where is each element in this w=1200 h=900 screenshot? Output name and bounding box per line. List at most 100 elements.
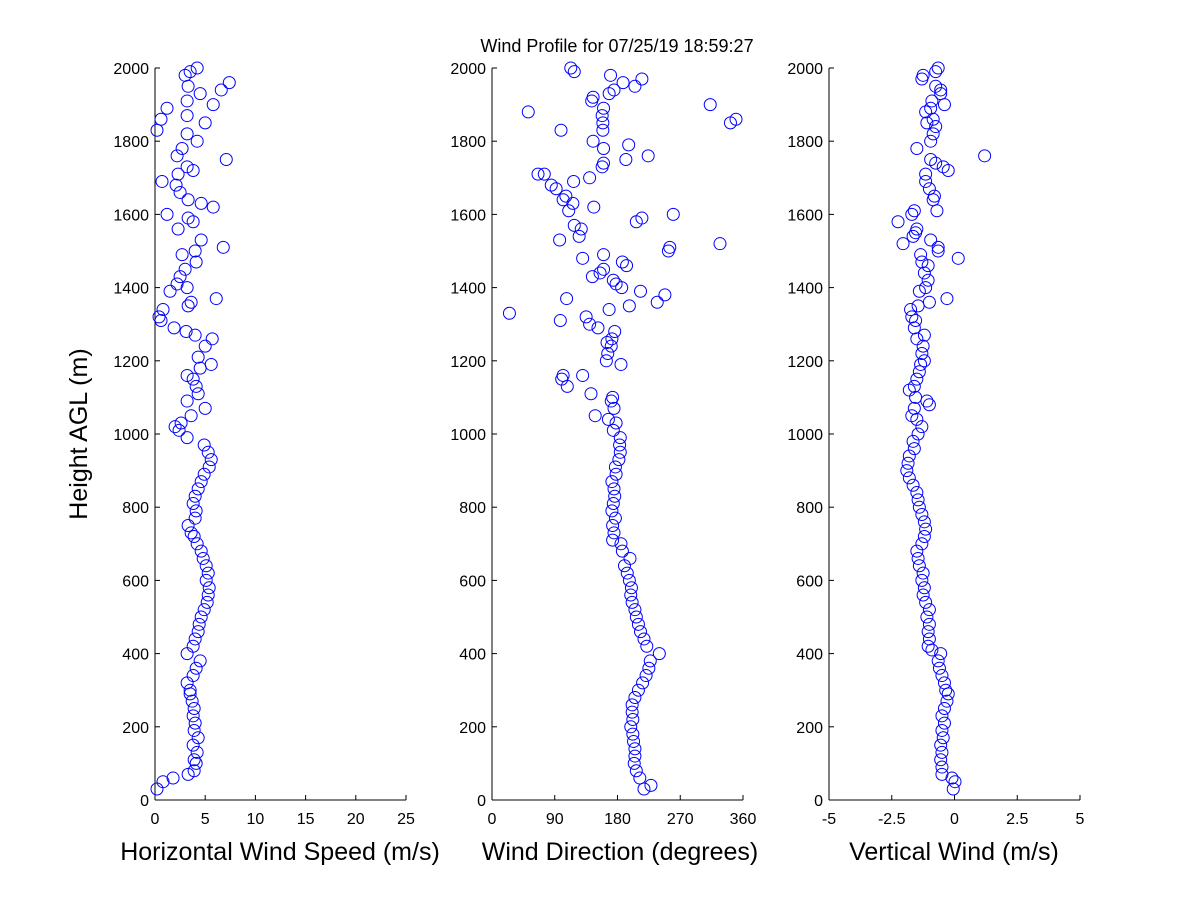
data-point (572, 229, 586, 243)
data-point (187, 753, 201, 767)
data-point (187, 529, 201, 543)
data-point (917, 529, 931, 543)
x-tick-label: 5 (201, 811, 210, 828)
data-point (198, 401, 212, 415)
data-point (180, 368, 194, 382)
y-tick-label: 400 (796, 647, 823, 664)
data-point (607, 482, 621, 496)
data-point (170, 277, 184, 291)
data-markers (150, 61, 236, 796)
y-tick-label: 0 (140, 793, 149, 810)
y-tick-label: 1600 (113, 207, 149, 224)
data-point (549, 182, 563, 196)
data-point (627, 734, 641, 748)
data-point (921, 639, 935, 653)
y-tick-label: 200 (796, 720, 823, 737)
data-point (922, 295, 936, 309)
data-point (188, 716, 202, 730)
data-point (586, 134, 600, 148)
x-tick-label: 2.5 (1006, 811, 1028, 828)
data-point (900, 464, 914, 478)
x-axis-title: Wind Direction (degrees) (482, 838, 759, 866)
data-point (948, 775, 962, 789)
data-point (197, 438, 211, 452)
data-point (192, 617, 206, 631)
y-tick-label: 600 (459, 573, 486, 590)
data-point (921, 259, 935, 273)
data-point (924, 233, 938, 247)
data-point (606, 497, 620, 511)
data-point (628, 742, 642, 756)
data-point (631, 683, 645, 697)
data-point (588, 409, 602, 423)
data-point (604, 68, 618, 82)
data-point (917, 515, 931, 529)
data-point (553, 314, 567, 328)
data-point (602, 303, 616, 317)
data-point (922, 182, 936, 196)
y-tick-label: 1800 (450, 134, 486, 151)
data-point (198, 116, 212, 130)
data-point (945, 771, 959, 785)
y-tick-label: 1200 (787, 354, 823, 371)
data-point (206, 200, 220, 214)
data-point (562, 204, 576, 218)
data-point (559, 189, 573, 203)
data-point (914, 248, 928, 262)
data-point (181, 211, 195, 225)
data-point (914, 357, 928, 371)
data-point (190, 61, 204, 75)
data-point (932, 661, 946, 675)
y-tick-label: 1400 (450, 281, 486, 298)
data-point (614, 537, 628, 551)
data-point (652, 647, 666, 661)
data-point (925, 94, 939, 108)
data-point (911, 551, 925, 565)
data-point (906, 478, 920, 492)
x-tick-label: 90 (546, 811, 564, 828)
y-tick-label: 1000 (450, 427, 486, 444)
data-point (607, 526, 621, 540)
data-point (191, 350, 205, 364)
data-point (606, 423, 620, 437)
data-point (919, 281, 933, 295)
data-point (179, 325, 193, 339)
data-point (626, 712, 640, 726)
x-tick-label: 20 (347, 811, 365, 828)
data-point (658, 288, 672, 302)
data-point (911, 427, 925, 441)
x-axis-title: Horizontal Wind Speed (m/s) (120, 838, 440, 866)
data-point (729, 112, 743, 126)
data-point (586, 90, 600, 104)
data-point (902, 449, 916, 463)
data-point (629, 764, 643, 778)
data-point (641, 149, 655, 163)
data-point (639, 669, 653, 683)
data-point (922, 603, 936, 617)
data-point (912, 365, 926, 379)
plot-panel-vertical: 0 200 400 600 800 1000 1200 1400 1600 1800 2000 -5 -… (787, 61, 1084, 866)
data-point (169, 178, 183, 192)
data-point (584, 387, 598, 401)
data-point (663, 240, 677, 254)
data-point (926, 127, 940, 141)
data-point (613, 438, 627, 452)
data-point (941, 163, 955, 177)
data-point (978, 149, 992, 163)
data-point (597, 262, 611, 276)
data-point (197, 603, 211, 617)
plot-panel-direction: 0 200 400 600 800 1000 1200 1400 1600 1800 2000 0 90… (450, 61, 758, 866)
data-point (951, 251, 965, 265)
y-tick-label: 1200 (450, 354, 486, 371)
data-point (910, 372, 924, 386)
data-point (916, 588, 930, 602)
data-point (156, 775, 170, 789)
y-tick-label: 400 (459, 647, 486, 664)
data-point (183, 683, 197, 697)
data-point (921, 625, 935, 639)
data-point (597, 101, 611, 115)
data-point (937, 716, 951, 730)
y-tick-label: 1600 (450, 207, 486, 224)
data-point (595, 109, 609, 123)
